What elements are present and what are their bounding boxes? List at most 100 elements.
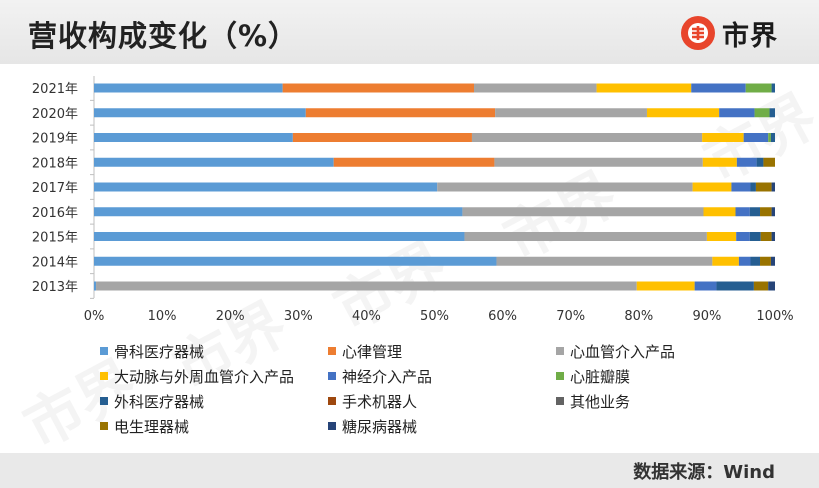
y-tick-label: 2017年 <box>32 181 78 196</box>
bar-segment <box>753 281 769 291</box>
legend-swatch <box>328 347 336 355</box>
bar-segment <box>750 256 761 266</box>
x-tick-label: 90% <box>692 309 721 324</box>
legend-item: 心血管介入产品 <box>556 340 675 362</box>
x-tick-label: 10% <box>148 309 177 324</box>
bar-segment <box>333 157 495 167</box>
x-tick-label: 40% <box>352 309 381 324</box>
legend-item: 外科医疗器械 <box>100 390 204 412</box>
bar-segment <box>745 83 772 93</box>
bar-segment <box>768 133 771 142</box>
logo-text: 市界 <box>722 21 778 52</box>
bar-segment <box>760 232 772 241</box>
x-tick-label: 70% <box>556 309 585 324</box>
legend-swatch <box>100 347 108 355</box>
legend-item: 其他业务 <box>556 390 630 412</box>
bar-segment <box>756 157 764 167</box>
legend-label: 其他业务 <box>570 392 631 411</box>
x-tick-label: 100% <box>756 309 793 324</box>
legend-item: 电生理器械 <box>100 415 189 437</box>
bar-segment <box>771 83 775 93</box>
legend-item: 手术机器人 <box>328 390 417 412</box>
bar-segment <box>763 157 775 167</box>
bar-segment <box>437 182 693 192</box>
bar-segment <box>691 83 746 93</box>
bar-segment <box>94 133 293 142</box>
legend-item: 骨科医疗器械 <box>100 340 204 362</box>
legend-label: 心血管介入产品 <box>570 342 676 361</box>
bar-segment <box>760 256 771 266</box>
legend-item: 心脏瓣膜 <box>556 365 630 387</box>
y-tick-label: 2015年 <box>32 231 78 246</box>
bar-segment <box>96 281 637 291</box>
legend-swatch <box>100 372 108 380</box>
bar-segment <box>694 281 717 291</box>
footer-bar <box>0 453 819 488</box>
legend-swatch <box>100 422 108 430</box>
bar-segment <box>282 83 474 93</box>
bar-segment <box>305 108 496 118</box>
legend-swatch <box>100 397 108 405</box>
legend-label: 心脏瓣膜 <box>570 367 631 386</box>
y-tick-label: 2016年 <box>32 206 78 221</box>
legend-label: 神经介入产品 <box>342 367 433 386</box>
legend-label: 大动脉与外周血管介入产品 <box>114 367 295 386</box>
bar-segment <box>769 108 775 118</box>
legend-label: 心律管理 <box>342 342 403 361</box>
legend-item: 糖尿病器械 <box>328 415 417 437</box>
legend-swatch <box>328 422 336 430</box>
bar-segment <box>702 157 737 167</box>
y-tick-label: 2018年 <box>32 156 78 171</box>
legend-swatch <box>328 397 336 405</box>
bar-segment <box>750 182 756 192</box>
bar-segment <box>292 133 472 142</box>
bar-segment <box>462 207 704 217</box>
bar-segment <box>94 256 497 266</box>
legend-label: 手术机器人 <box>342 392 418 411</box>
bar-segment <box>736 157 757 167</box>
bar-segment <box>716 281 754 291</box>
legend-swatch <box>556 397 564 405</box>
legend-label: 糖尿病器械 <box>342 417 418 436</box>
y-tick-label: 2019年 <box>32 132 78 147</box>
bar-segment <box>771 207 775 217</box>
bar-segment <box>749 232 761 241</box>
bar-segment <box>712 256 739 266</box>
y-tick-label: 2020年 <box>32 107 78 122</box>
bar-segment <box>646 108 720 118</box>
bar-segment <box>471 133 703 142</box>
x-tick-label: 0% <box>84 309 105 324</box>
bar-segment <box>94 83 283 93</box>
legend-label: 骨科医疗器械 <box>114 342 205 361</box>
chart-title: 营收构成变化（%） <box>28 19 299 53</box>
bar-segment <box>636 281 695 291</box>
legend-label: 电生理器械 <box>114 417 190 436</box>
bar-segment <box>94 108 306 118</box>
shijie-logo-icon <box>681 16 715 50</box>
bar-segment <box>473 83 597 93</box>
bar-segment <box>494 157 703 167</box>
bar-segment <box>719 108 755 118</box>
legend-item: 心律管理 <box>328 340 402 362</box>
bar-segment <box>702 133 744 142</box>
x-tick-label: 30% <box>284 309 313 324</box>
data-source: 数据来源：Wind <box>633 462 775 483</box>
bar-segment <box>496 256 713 266</box>
bar-segment <box>760 207 772 217</box>
x-tick-label: 50% <box>420 309 449 324</box>
bar-segment <box>768 281 775 291</box>
bar-segment <box>771 182 775 192</box>
bar-segment <box>735 207 750 217</box>
x-tick-label: 60% <box>488 309 517 324</box>
y-tick-label: 2014年 <box>32 255 78 270</box>
bar-segment <box>755 182 772 192</box>
y-tick-label: 2021年 <box>32 82 78 97</box>
bar-segment <box>706 232 737 241</box>
legend-swatch <box>556 372 564 380</box>
stacked-bar-chart: 2021年 2020年 2019年 2018年 2017年 2016年 2015年 2014年… <box>32 76 794 324</box>
legend-item: 大动脉与外周血管介入产品 <box>100 365 294 387</box>
bar-segment <box>731 182 751 192</box>
legend-label: 外科医疗器械 <box>114 392 205 411</box>
bar-segment <box>770 133 775 142</box>
bar-segment <box>94 182 438 192</box>
